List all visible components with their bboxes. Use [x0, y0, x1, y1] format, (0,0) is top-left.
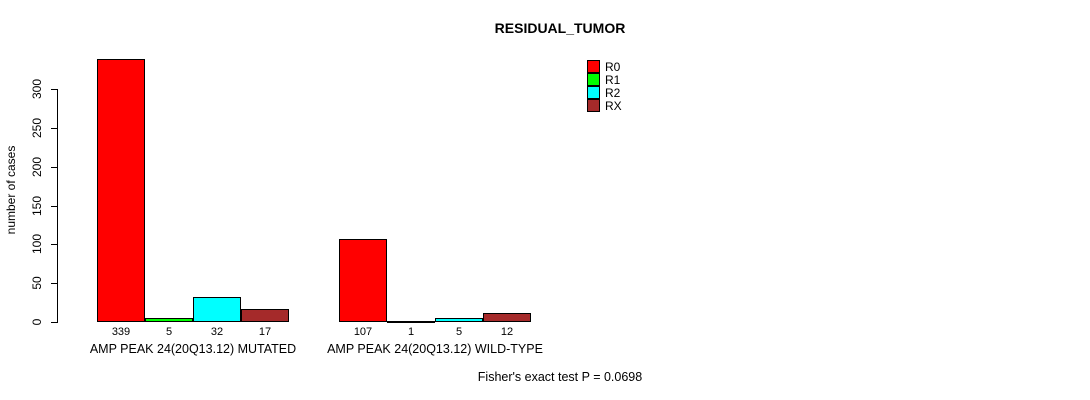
category-label: AMP PEAK 24(20Q13.12) MUTATED [89, 342, 297, 356]
category-label: AMP PEAK 24(20Q13.12) WILD-TYPE [327, 342, 543, 356]
y-tick-mark [51, 206, 57, 207]
chart-title: RESIDUAL_TUMOR [494, 20, 626, 36]
legend-item-R2: R2 [587, 85, 622, 100]
bar-RX-group1 [241, 309, 289, 322]
bar-value-label: 5 [455, 326, 463, 338]
legend-label: R2 [605, 85, 621, 100]
y-tick-label: 50 [30, 276, 44, 290]
bar-R0-group2 [339, 239, 387, 322]
bar-R2-group2 [435, 318, 483, 322]
legend-label: R1 [605, 72, 621, 87]
y-tick-mark [51, 283, 57, 284]
legend-swatch-R1 [587, 73, 600, 86]
legend-swatch-R2 [587, 86, 600, 99]
legend-item-RX: RX [587, 98, 622, 113]
y-tick-mark [51, 128, 57, 129]
legend-item-R0: R0 [587, 59, 622, 74]
bar-value-label: 339 [111, 326, 131, 338]
annotation-text: Fisher's exact test P = 0.0698 [477, 370, 643, 384]
legend-label: R0 [605, 59, 621, 74]
bar-value-label: 32 [210, 326, 224, 338]
bar-R2-group1 [193, 297, 241, 322]
bar-value-label: 17 [258, 326, 272, 338]
bar-value-label: 107 [353, 326, 373, 338]
y-tick-label: 150 [30, 195, 44, 217]
bar-R1-group2 [387, 321, 435, 323]
bar-R0-group1 [97, 59, 145, 322]
y-axis-label: number of cases [4, 145, 18, 235]
bar-value-label: 1 [407, 326, 415, 338]
y-tick-mark [51, 89, 57, 90]
bar-R1-group1 [145, 318, 193, 322]
legend-swatch-RX [587, 99, 600, 112]
y-tick-label: 250 [30, 117, 44, 139]
legend-item-R1: R1 [587, 72, 622, 87]
bar-value-label: 12 [500, 326, 514, 338]
y-tick-label: 300 [30, 78, 44, 100]
y-axis-line [57, 89, 58, 323]
y-tick-mark [51, 322, 57, 323]
y-tick-label: 100 [30, 233, 44, 255]
y-tick-label: 200 [30, 156, 44, 178]
y-tick-label: 0 [30, 318, 44, 326]
y-tick-mark [51, 167, 57, 168]
chart-legend: R0 R1 R2 RX [587, 59, 622, 113]
y-tick-mark [51, 244, 57, 245]
bar-RX-group2 [483, 313, 531, 322]
bar-value-label: 5 [165, 326, 173, 338]
legend-swatch-R0 [587, 60, 600, 73]
legend-label: RX [605, 98, 622, 113]
